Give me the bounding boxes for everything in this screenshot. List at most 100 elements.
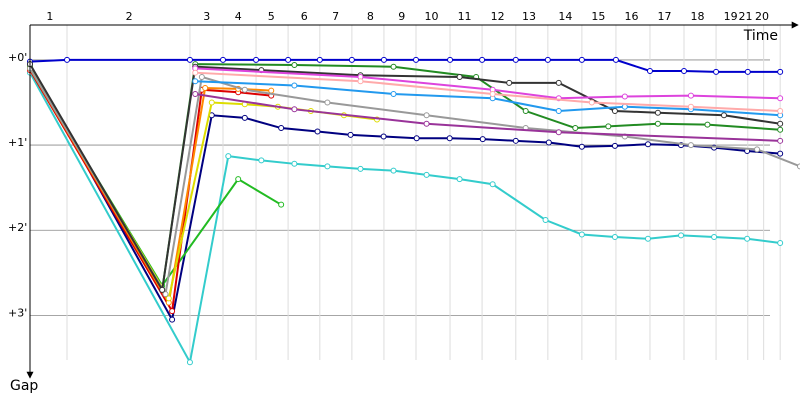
x-tick-label: 20 (755, 10, 769, 23)
point (489, 181, 496, 188)
y-tick-label: +2' (8, 221, 27, 234)
point (165, 295, 172, 302)
point (605, 123, 612, 130)
point (687, 92, 694, 99)
point (348, 56, 355, 63)
point (777, 95, 784, 102)
point (186, 56, 193, 63)
point (555, 79, 562, 86)
point (713, 68, 720, 75)
point (169, 308, 176, 315)
point (192, 69, 199, 76)
point (777, 150, 784, 157)
point (754, 146, 761, 153)
point (192, 78, 199, 85)
point (258, 157, 265, 164)
point (291, 106, 298, 113)
point (578, 231, 585, 238)
point (578, 56, 585, 63)
point (198, 73, 205, 80)
x-tick-label: 14 (558, 10, 572, 23)
x-tick-label: 17 (658, 10, 672, 23)
y-tick-label: +3' (8, 306, 27, 319)
point (777, 68, 784, 75)
x-tick-label: 1 (46, 10, 53, 23)
point (644, 235, 651, 242)
point (687, 103, 694, 110)
point (390, 63, 397, 70)
point (687, 142, 694, 149)
point (357, 78, 364, 85)
point (777, 137, 784, 144)
point (278, 201, 285, 208)
x-tick-label: 15 (591, 10, 605, 23)
x-tick-label: 3 (203, 10, 210, 23)
x-tick-label: 16 (624, 10, 638, 23)
point (357, 165, 364, 172)
point (208, 99, 215, 106)
point (314, 128, 321, 135)
x-tick-label: 12 (491, 10, 505, 23)
point (447, 56, 454, 63)
series-line (29, 72, 781, 366)
point (456, 176, 463, 183)
point (612, 56, 619, 63)
point (797, 163, 800, 170)
point (219, 56, 226, 63)
point (777, 240, 784, 247)
point (456, 73, 463, 80)
point (644, 141, 651, 148)
point (162, 291, 169, 298)
series-line (195, 92, 781, 142)
point (413, 135, 420, 142)
point (169, 316, 176, 323)
point (704, 121, 711, 128)
point (555, 108, 562, 115)
grid (30, 25, 781, 360)
point (744, 235, 751, 242)
point (611, 108, 618, 115)
point (522, 108, 529, 115)
point (380, 133, 387, 140)
point (720, 112, 727, 119)
point (241, 86, 248, 93)
point (423, 171, 430, 178)
point (621, 93, 628, 100)
point (777, 126, 784, 133)
point (611, 234, 618, 241)
point (159, 286, 166, 293)
x-tick-label: 19 (724, 10, 738, 23)
point (479, 56, 486, 63)
point (64, 56, 71, 63)
series-line (195, 80, 781, 117)
point (512, 137, 519, 144)
point (412, 56, 419, 63)
x-tick-label: 6 (301, 10, 308, 23)
point (285, 56, 292, 63)
point (711, 234, 718, 241)
point (192, 90, 199, 97)
point (268, 87, 275, 94)
point (380, 56, 387, 63)
point (621, 103, 628, 110)
point (423, 120, 430, 127)
point (324, 163, 331, 170)
point (654, 109, 661, 116)
point (588, 99, 595, 106)
point (654, 120, 661, 127)
point (572, 125, 579, 132)
series-line (29, 63, 781, 323)
x-tick-label: 7 (332, 10, 339, 23)
point (646, 67, 653, 74)
point (545, 139, 552, 146)
point (744, 68, 751, 75)
point (225, 153, 232, 160)
point (253, 56, 260, 63)
y-tick-label: +0' (8, 51, 27, 64)
x-tick-label: 9 (398, 10, 405, 23)
point (681, 67, 688, 74)
point (324, 99, 331, 106)
point (291, 82, 298, 89)
point (390, 90, 397, 97)
